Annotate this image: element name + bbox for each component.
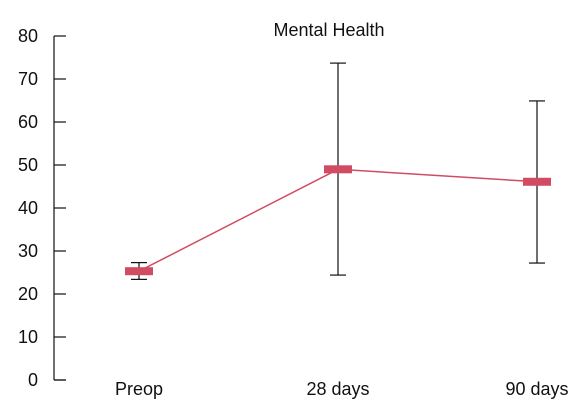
data-point-marker	[523, 178, 551, 186]
y-tick-label: 0	[28, 370, 38, 390]
axes-layer	[54, 36, 66, 380]
y-tick-label: 20	[18, 284, 38, 304]
x-category-label: 90 days	[505, 379, 568, 399]
y-tick-label: 80	[18, 26, 38, 46]
series-line-segment	[338, 169, 537, 181]
x-category-label: 28 days	[306, 379, 369, 399]
chart-title: Mental Health	[273, 20, 384, 40]
y-tick-label: 40	[18, 198, 38, 218]
y-tick-label: 10	[18, 327, 38, 347]
y-tick-label: 30	[18, 241, 38, 261]
data-point-marker	[125, 267, 153, 275]
y-tick-label: 50	[18, 155, 38, 175]
y-tick-label: 60	[18, 112, 38, 132]
x-category-label: Preop	[115, 379, 163, 399]
data-point-marker	[324, 165, 352, 173]
series-line-segment	[139, 169, 338, 271]
series-layer	[125, 63, 551, 279]
labels-layer: 0 10 20 30 40 50 60 70 80 Preop 28 days 90 days	[18, 26, 569, 399]
y-tick-label: 70	[18, 69, 38, 89]
